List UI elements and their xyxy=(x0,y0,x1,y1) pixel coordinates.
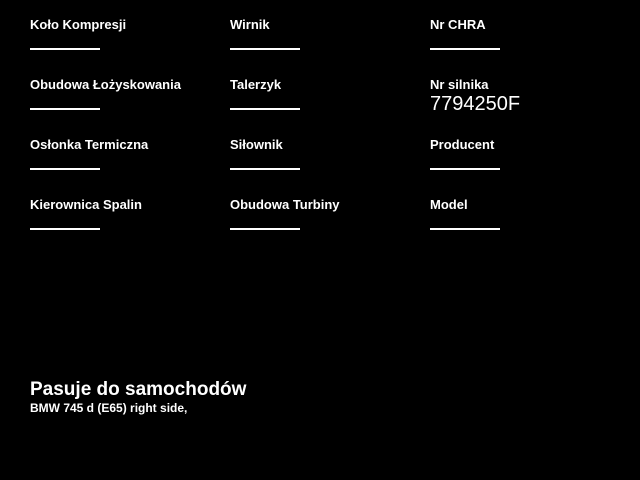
field-value-line xyxy=(430,168,500,170)
field-obudowa-lozyskowania: Obudowa Łożyskowania xyxy=(30,77,230,137)
field-label: Wirnik xyxy=(230,17,270,32)
field-label: Koło Kompresji xyxy=(30,17,127,32)
field-value-line xyxy=(430,48,500,50)
spec-column-2: Wirnik Talerzyk Siłownik Obudowa Turbiny xyxy=(230,17,430,257)
field-value-line xyxy=(230,168,300,170)
field-label: Nr CHRA xyxy=(430,17,486,32)
field-kierownica-spalin: Kierownica Spalin xyxy=(30,197,230,257)
engine-number-value: 7794250F xyxy=(430,93,521,115)
field-nr-silnika: Nr silnika 7794250F xyxy=(430,77,630,137)
field-label: Obudowa Łożyskowania xyxy=(30,77,181,92)
spec-column-3: Nr CHRA Nr silnika 7794250F Producent Mo… xyxy=(430,17,630,257)
field-oslonka-termiczna: Osłonka Termiczna xyxy=(30,137,230,197)
compatibility-section: Pasuje do samochodów BMW 745 d (E65) rig… xyxy=(30,379,246,416)
field-wirnik: Wirnik xyxy=(230,17,430,77)
field-value-line xyxy=(30,108,100,110)
field-value-line xyxy=(430,228,500,230)
field-label: Nr silnika xyxy=(430,77,489,92)
field-label: Talerzyk xyxy=(230,77,282,92)
field-value-line xyxy=(30,48,100,50)
field-value-line xyxy=(30,168,100,170)
field-label: Osłonka Termiczna xyxy=(30,137,149,152)
spec-column-1: Koło Kompresji Obudowa Łożyskowania Osło… xyxy=(30,17,230,257)
field-nr-chra: Nr CHRA xyxy=(430,17,630,77)
field-kolo-kompresji: Koło Kompresji xyxy=(30,17,230,77)
field-label: Siłownik xyxy=(230,137,283,152)
field-silownik: Siłownik xyxy=(230,137,430,197)
field-value-line xyxy=(230,48,300,50)
field-producent: Producent xyxy=(430,137,630,197)
field-value-line xyxy=(30,228,100,230)
compatibility-heading: Pasuje do samochodów xyxy=(30,379,247,400)
field-label: Kierownica Spalin xyxy=(30,197,142,212)
field-value-line xyxy=(230,108,300,110)
field-talerzyk: Talerzyk xyxy=(230,77,430,137)
field-obudowa-turbiny: Obudowa Turbiny xyxy=(230,197,430,257)
field-label: Model xyxy=(430,197,468,212)
compatibility-car-item: BMW 745 d (E65) right side, xyxy=(30,401,188,415)
field-model: Model xyxy=(430,197,630,257)
field-value-line xyxy=(230,228,300,230)
field-label: Obudowa Turbiny xyxy=(230,197,340,212)
field-label: Producent xyxy=(430,137,495,152)
